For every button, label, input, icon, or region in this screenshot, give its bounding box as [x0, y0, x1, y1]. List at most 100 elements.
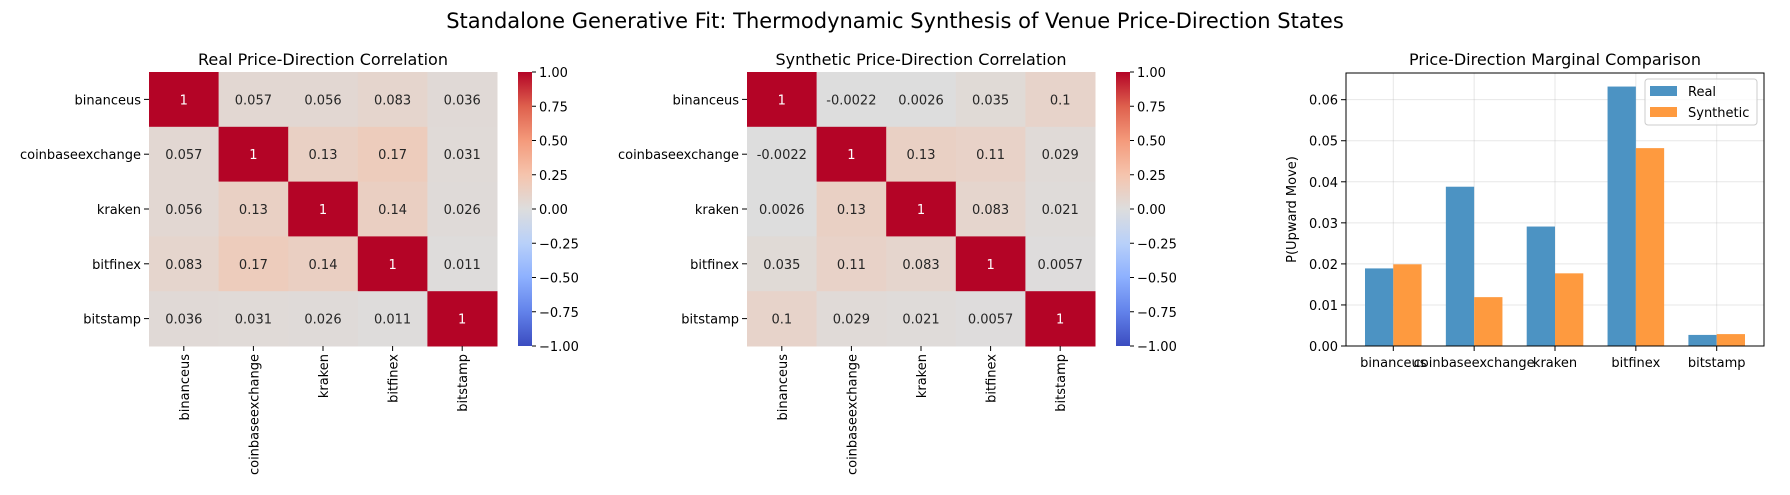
heatmap-cell	[816, 236, 887, 292]
cell-annotation: 0.011	[374, 313, 411, 328]
x-tick-label: coinbaseexchange	[845, 354, 860, 475]
cell-annotation: 1	[847, 148, 855, 163]
bar-real-binanceus	[1365, 268, 1394, 346]
colorbar-tick-label: 0.00	[1137, 203, 1166, 218]
heatmap-cell	[288, 72, 359, 128]
cell-annotation: 0.17	[378, 148, 407, 163]
cell-annotation: 0.026	[444, 203, 481, 218]
cell-annotation: 0.056	[304, 93, 341, 108]
cell-annotation: 0.13	[309, 148, 338, 163]
colorbar-tick-label: 0.50	[1137, 135, 1166, 150]
cell-annotation: 0.1	[771, 313, 792, 328]
y-tick-label: coinbaseexchange	[20, 148, 141, 163]
heatmap-cell	[1025, 181, 1096, 237]
legend-swatch-synthetic	[1650, 107, 1677, 117]
colorbar-tick-label: −1.00	[539, 340, 579, 355]
heatmap-cell	[288, 291, 359, 347]
y-tick-label: bitfinex	[92, 258, 141, 273]
cell-annotation: 0.056	[165, 203, 202, 218]
y-tick-label: 0.05	[1309, 135, 1338, 150]
cell-annotation: 0.083	[972, 203, 1009, 218]
heatmap-cell	[1025, 126, 1096, 183]
heatmap-cell	[955, 291, 1026, 347]
heatmap-cell	[1025, 72, 1096, 128]
bar-real-bitstamp	[1688, 334, 1717, 346]
y-tick-label: 0.03	[1309, 217, 1338, 232]
heatmap-cell	[149, 72, 220, 128]
cell-annotation: 0.083	[374, 93, 411, 108]
cell-annotation: 0.011	[444, 258, 481, 273]
heatmap-cell	[427, 126, 498, 183]
bar-chart-title: Price-Direction Marginal Comparison	[1409, 50, 1701, 69]
y-axis-label: P(Upward Move)	[1285, 156, 1300, 263]
cell-annotation: 0.14	[378, 203, 407, 218]
heatmap-cell	[218, 236, 289, 292]
y-tick-label: 0.06	[1309, 94, 1338, 109]
cell-annotation: -0.0022	[826, 93, 876, 108]
heatmap-cell	[747, 126, 818, 183]
y-tick-label: coinbaseexchange	[618, 148, 739, 163]
cell-annotation: 0.057	[165, 148, 202, 163]
bar-synthetic-binanceus	[1393, 264, 1422, 346]
x-tick-label: bitstamp	[1054, 354, 1069, 412]
cell-annotation: 0.026	[304, 313, 341, 328]
cell-annotation: -0.0022	[757, 148, 807, 163]
bar-real-coinbaseexchange	[1445, 186, 1475, 346]
heatmap-cell	[427, 72, 498, 128]
x-tick-label: kraken	[915, 354, 930, 398]
heatmap-cell	[149, 236, 220, 292]
bar-real-bitfinex	[1607, 86, 1636, 347]
colorbar-tick-label: 0.25	[1137, 169, 1166, 184]
x-tick-label: coinbaseexchange	[1414, 356, 1535, 371]
cell-annotation: 1	[1056, 313, 1064, 328]
colorbar-tick-label: −1.00	[1137, 340, 1177, 355]
x-tick-label: binanceus	[178, 354, 193, 421]
cell-annotation: 0.17	[239, 258, 268, 273]
cell-annotation: 0.057	[235, 93, 272, 108]
heatmap-cell	[288, 126, 359, 183]
heatmap-cell	[149, 291, 220, 347]
y-tick-label: kraken	[695, 203, 739, 218]
colorbar-tick-label: 0.25	[539, 169, 568, 184]
x-tick-label: bitfinex	[985, 354, 1000, 403]
bar-synthetic-bitfinex	[1635, 148, 1665, 346]
y-tick-label: bitfinex	[690, 258, 739, 273]
heatmap-1: Synthetic Price-Direction Correlation 1 -0…	[618, 50, 1177, 475]
cell-annotation: 0.031	[444, 148, 481, 163]
colorbar-tick-label: −0.50	[1137, 272, 1177, 287]
heatmap-cell	[747, 181, 818, 237]
colorbar-tick-label: −0.75	[1137, 306, 1177, 321]
heatmap-cell	[955, 126, 1026, 183]
colorbar	[1116, 72, 1130, 346]
heatmap-cell	[816, 126, 887, 183]
heatmap-cell	[357, 291, 428, 347]
colorbar-tick-label: −0.75	[539, 306, 579, 321]
cell-annotation: 0.0026	[759, 203, 805, 218]
cell-annotation: 0.11	[837, 258, 866, 273]
heatmap-cell	[816, 291, 887, 347]
y-tick-label: 0.04	[1309, 176, 1338, 191]
colorbar-tick-label: 1.00	[539, 66, 568, 81]
x-tick-label: bitfinex	[387, 354, 402, 403]
heatmap-cell	[218, 181, 289, 237]
cell-annotation: 1	[986, 258, 994, 273]
x-tick-label: bitstamp	[456, 354, 471, 412]
cell-annotation: 0.13	[239, 203, 268, 218]
bar-real-kraken	[1526, 226, 1555, 346]
cell-annotation: 0.035	[972, 93, 1009, 108]
cell-annotation: 0.13	[837, 203, 866, 218]
heatmap-cell	[886, 291, 957, 347]
heatmap-cell	[1025, 236, 1096, 292]
heatmap-cell	[288, 181, 359, 237]
x-tick-label: binanceus	[776, 354, 791, 421]
cell-annotation: 0.14	[309, 258, 338, 273]
y-tick-label: binanceus	[673, 93, 740, 108]
y-tick-label: binanceus	[75, 93, 142, 108]
cell-annotation: 1	[180, 93, 188, 108]
heatmap-cell	[886, 126, 957, 183]
cell-annotation: 0.036	[165, 313, 202, 328]
x-tick-label: binanceus	[1360, 356, 1427, 371]
y-tick-label: bitstamp	[681, 313, 739, 328]
heatmap-title: Synthetic Price-Direction Correlation	[775, 50, 1066, 69]
cell-annotation: 0.035	[763, 258, 800, 273]
